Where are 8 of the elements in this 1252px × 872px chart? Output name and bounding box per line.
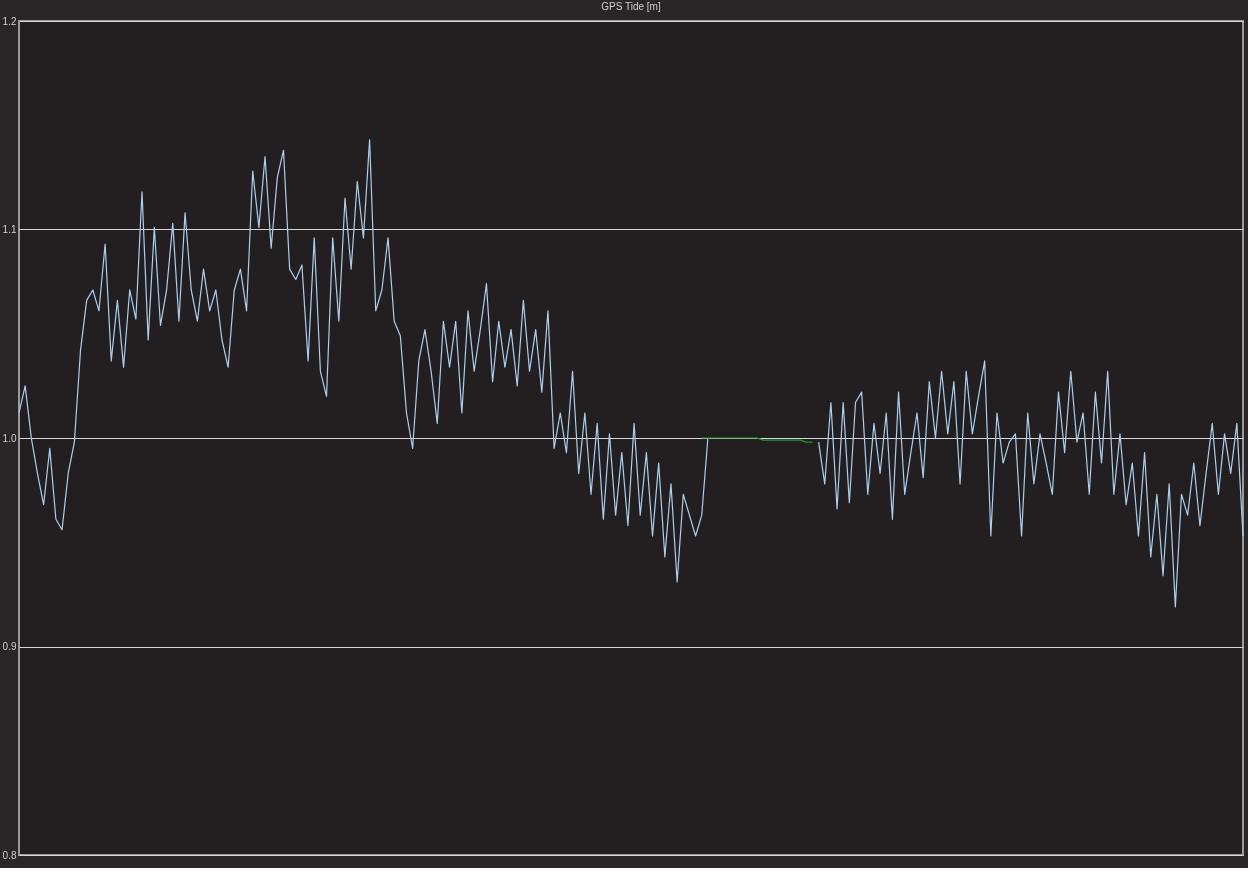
line-series [18, 139, 709, 583]
y-tick-label: 1.2 [2, 15, 17, 27]
chart-title: GPS Tide [m] [601, 1, 661, 12]
y-tick-label: 0.8 [2, 849, 17, 861]
y-tick-label: 1.0 [2, 432, 17, 444]
line-series [818, 360, 1244, 608]
y-tick-label: 1.1 [2, 224, 17, 235]
y-tick-label: 0.9 [2, 641, 17, 652]
